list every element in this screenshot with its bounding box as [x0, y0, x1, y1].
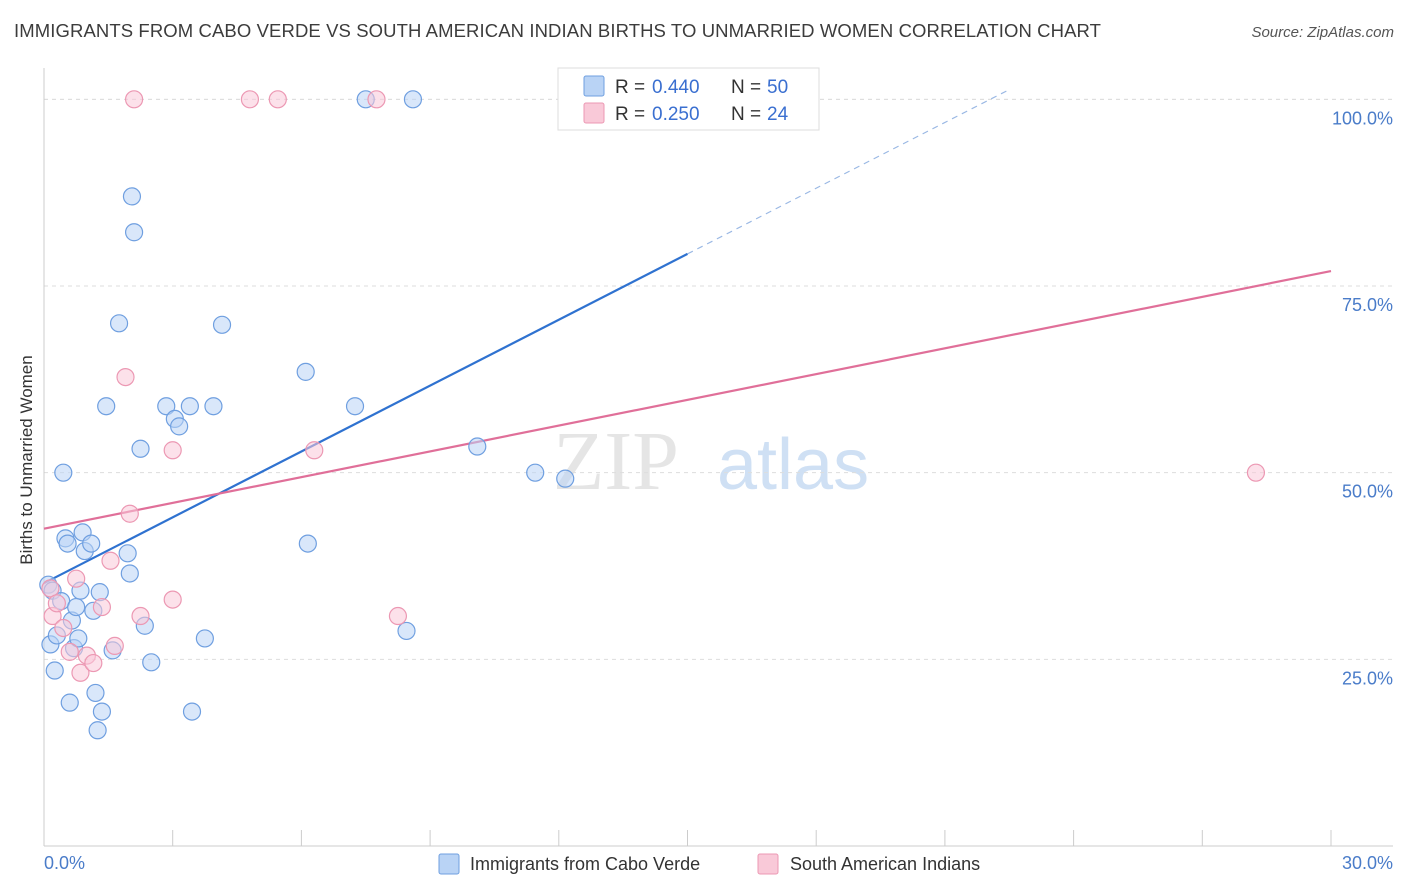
bottom-legend-swatch-blue — [438, 853, 460, 875]
gridlines — [44, 98, 1393, 660]
source-attribution: Source: ZipAtlas.com — [1251, 24, 1394, 41]
point-cabo-verde-48 — [526, 463, 545, 482]
point-cabo-verde-13 — [69, 629, 88, 648]
point-cabo-verde-43 — [345, 397, 365, 416]
legend-n-value-blue: 50 — [767, 77, 788, 98]
y-tick-label-75: 75.0% — [1342, 295, 1393, 315]
point-cabo-verde-22 — [92, 702, 112, 721]
x-tick-label-min: 0.0% — [44, 853, 85, 873]
watermark-zip: ZIP — [553, 415, 679, 508]
point-south-american-indians-17 — [124, 90, 144, 109]
y-axis-label: Births to Unmarried Women — [17, 355, 36, 564]
trend-lines — [43, 89, 1332, 585]
point-south-american-indians-14 — [131, 606, 150, 626]
point-south-american-indians-8 — [84, 653, 103, 673]
point-cabo-verde-36 — [180, 397, 199, 416]
legend-swatch-pink — [583, 102, 605, 124]
point-cabo-verde-8 — [58, 534, 77, 553]
point-south-american-indians-9 — [92, 597, 112, 617]
point-cabo-verde-19 — [86, 683, 105, 703]
bottom-legend-label-blue: Immigrants from Cabo Verde — [470, 854, 700, 874]
point-south-american-indians-13 — [120, 504, 139, 523]
point-cabo-verde-26 — [118, 544, 137, 563]
point-south-american-indians-21 — [305, 441, 324, 460]
axes — [43, 68, 1393, 847]
trend-line-cabo-verde-extension — [687, 89, 1010, 255]
x-tick-label-max: 30.0% — [1342, 853, 1393, 873]
trend-line-south-american-indians — [43, 269, 1332, 530]
point-south-american-indians-5 — [67, 569, 86, 588]
point-cabo-verde-29 — [124, 223, 144, 242]
point-south-american-indians-4 — [60, 642, 79, 661]
point-south-american-indians-23 — [1246, 463, 1266, 482]
point-cabo-verde-40 — [212, 315, 232, 334]
series-south-american-indians-points — [41, 90, 1266, 682]
y-tick-label-100: 100.0% — [1332, 108, 1393, 128]
point-south-american-indians-6 — [71, 663, 90, 682]
point-south-american-indians-18 — [240, 90, 260, 109]
point-south-american-indians-15 — [163, 441, 182, 460]
point-cabo-verde-21 — [90, 583, 109, 602]
point-cabo-verde-28 — [122, 187, 142, 206]
point-cabo-verde-41 — [296, 362, 315, 381]
legend-n-value-pink: 24 — [767, 104, 789, 125]
point-cabo-verde-39 — [204, 397, 223, 416]
point-south-american-indians-2 — [47, 594, 66, 613]
point-cabo-verde-12 — [67, 597, 86, 617]
point-cabo-verde-3 — [45, 661, 64, 680]
point-cabo-verde-9 — [60, 693, 79, 712]
point-south-american-indians-19 — [268, 90, 287, 109]
tick-labels: 25.0% 50.0% 75.0% 100.0% 0.0% 30.0% — [44, 108, 1393, 873]
point-cabo-verde-42 — [298, 534, 317, 553]
legend-n-label-blue: N = — [731, 77, 761, 98]
correlation-legend: R = 0.440 N = 50 R = 0.250 N = 24 — [557, 67, 820, 131]
y-tick-label-50: 50.0% — [1342, 482, 1393, 502]
watermark-atlas: atlas — [717, 425, 869, 505]
point-cabo-verde-47 — [468, 437, 487, 456]
bottom-legend-swatch-pink — [757, 853, 779, 875]
point-south-american-indians-10 — [101, 551, 120, 570]
legend-r-label-blue: R = — [615, 77, 645, 98]
point-cabo-verde-33 — [157, 397, 176, 416]
series-legend: Immigrants from Cabo Verde South America… — [438, 853, 980, 875]
point-cabo-verde-17 — [82, 534, 101, 553]
point-cabo-verde-46 — [403, 90, 423, 109]
point-cabo-verde-32 — [142, 653, 161, 672]
point-cabo-verde-38 — [195, 629, 214, 648]
legend-r-value-pink: 0.250 — [652, 104, 700, 125]
point-cabo-verde-27 — [120, 564, 139, 583]
point-cabo-verde-45 — [397, 621, 416, 641]
point-cabo-verde-6 — [54, 463, 73, 482]
legend-r-label-pink: R = — [615, 104, 645, 125]
point-cabo-verde-30 — [131, 439, 150, 458]
point-cabo-verde-49 — [556, 469, 575, 488]
trend-line-cabo-verde — [43, 252, 689, 585]
point-south-american-indians-16 — [163, 590, 182, 609]
legend-r-value-blue: 0.440 — [652, 77, 700, 98]
legend-n-label-pink: N = — [731, 104, 761, 125]
point-cabo-verde-25 — [109, 314, 129, 333]
point-south-american-indians-3 — [54, 618, 73, 638]
point-south-american-indians-20 — [367, 90, 386, 109]
bottom-legend-label-pink: South American Indians — [790, 854, 980, 874]
legend-swatch-blue — [583, 75, 605, 97]
point-cabo-verde-23 — [97, 397, 116, 416]
y-tick-label-25: 25.0% — [1342, 668, 1393, 688]
point-south-american-indians-12 — [116, 367, 135, 387]
chart-title: IMMIGRANTS FROM CABO VERDE VS SOUTH AMER… — [14, 20, 1102, 41]
point-cabo-verde-37 — [182, 702, 202, 721]
point-south-american-indians-11 — [105, 636, 124, 655]
point-south-american-indians-22 — [388, 606, 408, 626]
point-cabo-verde-20 — [88, 721, 107, 740]
point-cabo-verde-35 — [170, 417, 189, 436]
